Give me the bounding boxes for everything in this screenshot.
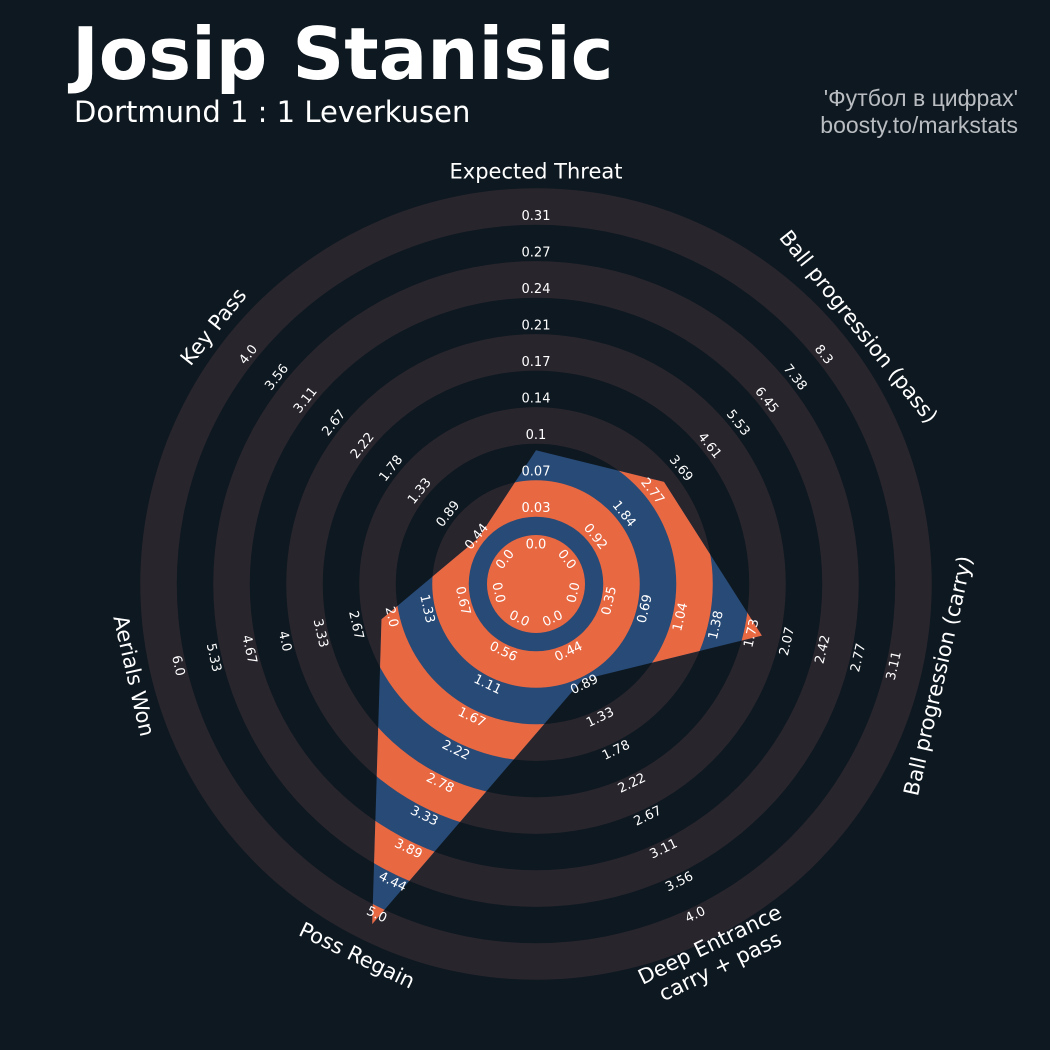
tick-label: 3.11 bbox=[884, 650, 905, 682]
tick-label: 2.0 bbox=[382, 605, 401, 629]
tick-label: 0.67 bbox=[452, 585, 473, 617]
axis-label: Expected Threat bbox=[450, 160, 623, 184]
tick-label: 5.33 bbox=[203, 642, 224, 674]
player-stripe-band bbox=[432, 480, 640, 688]
tick-label: 0.31 bbox=[522, 209, 551, 224]
tick-label: 0.0 bbox=[564, 581, 583, 605]
tick-label: 1.04 bbox=[670, 601, 691, 633]
tick-label: 1.73 bbox=[741, 618, 762, 650]
tick-label: 1.33 bbox=[416, 593, 437, 625]
player-shape bbox=[372, 450, 762, 925]
tick-label: 0.27 bbox=[522, 246, 551, 261]
tick-label: 3.33 bbox=[310, 618, 331, 650]
tick-label: 0.0 bbox=[526, 538, 547, 553]
player-name-title: Josip Stanisic bbox=[72, 12, 614, 96]
tick-label: 0.69 bbox=[635, 593, 656, 625]
credit-channel: 'Футбол в цифрах' bbox=[823, 85, 1018, 111]
tick-label: 2.77 bbox=[848, 642, 869, 674]
axis-label-line: Expected Threat bbox=[450, 160, 623, 184]
tick-label: 6.0 bbox=[168, 654, 187, 678]
tick-label: 4.0 bbox=[275, 630, 294, 654]
tick-label: 0.07 bbox=[522, 465, 551, 480]
tick-label: 4.67 bbox=[238, 634, 259, 666]
tick-label: 0.24 bbox=[522, 282, 551, 297]
tick-label: 2.42 bbox=[813, 634, 834, 666]
tick-label: 2.07 bbox=[777, 626, 798, 658]
tick-label: 0.14 bbox=[522, 392, 551, 407]
tick-label: 0.0 bbox=[488, 581, 507, 605]
tick-label: 1.38 bbox=[706, 609, 727, 641]
tick-label: 2.67 bbox=[345, 609, 366, 641]
player-stripes bbox=[372, 450, 762, 925]
tick-label: 0.03 bbox=[522, 501, 551, 516]
tick-label: 0.1 bbox=[526, 428, 547, 443]
tick-label: 0.21 bbox=[522, 319, 551, 334]
credit-url: boosty.to/markstats bbox=[820, 112, 1018, 138]
tick-label: 0.35 bbox=[599, 585, 620, 617]
radar-tick-labels: 0.0 0.03 0.07 0.1 0.14 0.17 0.21 0.24 0.27 0.31 0.… bbox=[168, 209, 905, 926]
tick-label: 0.17 bbox=[522, 355, 551, 370]
match-subtitle: Dortmund 1 : 1 Leverkusen bbox=[74, 95, 471, 129]
center-disc bbox=[487, 535, 585, 633]
